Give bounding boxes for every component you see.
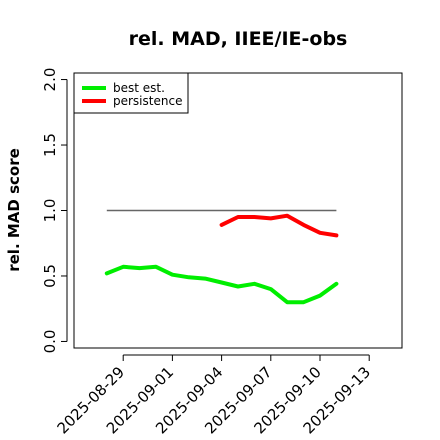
x-axis: 2025-08-292025-09-012025-09-042025-09-07… — [54, 354, 374, 437]
series-line-persistence — [219, 213, 339, 238]
y-tick-label: 0.0 — [41, 330, 59, 354]
y-tick-label: 0.5 — [41, 264, 59, 288]
legend: best est. persistence — [73, 72, 189, 114]
series-layer — [104, 213, 339, 305]
y-axis-label: rel. MAD score — [5, 148, 23, 272]
y-tick-label: 2.0 — [41, 68, 59, 92]
y-tick-label: 1.5 — [41, 133, 59, 157]
legend-label-persistence: persistence — [113, 94, 182, 108]
plot-frame — [73, 72, 403, 349]
y-tick-label: 1.0 — [41, 199, 59, 223]
legend-label-best-est: best est. — [113, 81, 165, 95]
legend-box — [73, 72, 189, 114]
series-line-best-est — [104, 264, 339, 305]
chart-title: rel. MAD, IIEE/IE-obs — [129, 28, 348, 50]
y-axis: 0.0 0.5 1.0 1.5 2.0 — [41, 68, 68, 354]
